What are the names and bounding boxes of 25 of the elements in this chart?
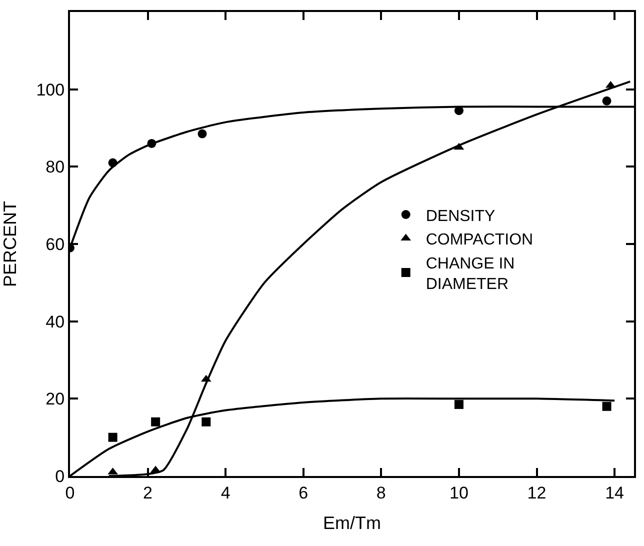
x-tick-label: 12 <box>527 483 546 502</box>
point <box>454 400 464 409</box>
point <box>151 417 160 426</box>
legend-label: COMPACTION <box>426 232 534 249</box>
point <box>602 96 612 106</box>
x-tick-label: 2 <box>143 483 153 502</box>
x-tick-label: 6 <box>298 483 308 502</box>
legend-label: DENSITY <box>426 208 496 225</box>
point <box>198 129 207 138</box>
y-tick-label: 0 <box>55 466 65 486</box>
x-tick-label: 14 <box>605 483 624 502</box>
point <box>202 417 211 426</box>
y-tick-label: 40 <box>46 312 65 332</box>
x-tick-label: 4 <box>220 483 230 502</box>
point <box>602 402 612 411</box>
y-axis-title: PERCENT <box>0 200 20 288</box>
point <box>108 432 118 442</box>
y-tick-label: 20 <box>46 390 65 409</box>
y-tick-label: 80 <box>46 158 65 177</box>
x-tick-label: 10 <box>450 483 468 502</box>
x-tick-label: 8 <box>376 483 386 502</box>
y-tick-label: 100 <box>36 80 65 100</box>
legend-label: CHANGE IN DIAMETER <box>426 255 515 294</box>
x-axis-title: Em/Tm <box>323 513 381 533</box>
y-tick-label: 60 <box>46 234 65 254</box>
